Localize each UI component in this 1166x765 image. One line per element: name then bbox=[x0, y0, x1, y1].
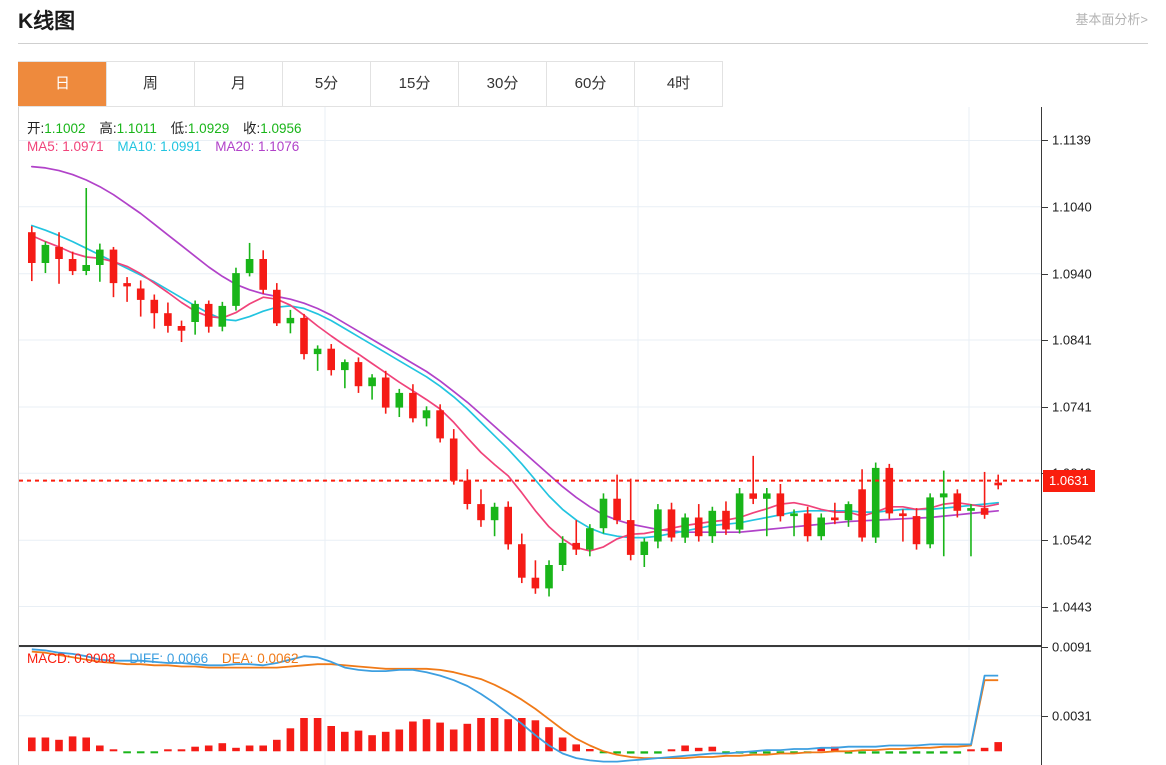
current-price-tag: 1.0631 bbox=[1043, 469, 1095, 492]
page-title: K线图 bbox=[18, 10, 76, 33]
timeframe-tab-5[interactable]: 30分 bbox=[458, 62, 546, 106]
price-axis-tick-label: 1.0741 bbox=[1052, 399, 1092, 415]
page-header: K线图 基本面分析> bbox=[0, 0, 1166, 44]
macd-axis-tick-mark bbox=[1042, 715, 1048, 717]
panel-divider bbox=[19, 645, 1041, 647]
chart-frame: 开:1.1002 高:1.1011 低:1.0929 收:1.0956 MA5:… bbox=[18, 107, 1148, 765]
timeframe-tab-7[interactable]: 4时 bbox=[634, 62, 722, 106]
price-axis-tick-label: 1.0542 bbox=[1052, 532, 1092, 548]
axis-tick-mark bbox=[1042, 140, 1048, 142]
price-axis-tick-label: 1.1040 bbox=[1052, 199, 1092, 215]
timeframe-tab-2[interactable]: 月 bbox=[194, 62, 282, 106]
axis-tick-mark bbox=[1042, 606, 1048, 608]
axis-tick-mark bbox=[1042, 273, 1048, 275]
price-axis-tick-label: 1.0443 bbox=[1052, 599, 1092, 615]
price-axis-tick-label: 1.0940 bbox=[1052, 266, 1092, 282]
axis-tick-mark bbox=[1042, 406, 1048, 408]
timeframe-tab-3[interactable]: 5分 bbox=[282, 62, 370, 106]
axis-tick-mark bbox=[1042, 206, 1048, 208]
axis-tick-mark bbox=[1042, 540, 1048, 542]
header-divider bbox=[18, 43, 1148, 44]
macd-axis-tick-mark bbox=[1042, 647, 1048, 648]
price-axis-tick-label: 1.0841 bbox=[1052, 332, 1092, 348]
timeframe-tab-4[interactable]: 15分 bbox=[370, 62, 458, 106]
price-axis-tick-label: 1.1139 bbox=[1052, 132, 1091, 148]
timeframe-tab-bar: 日周月 5分 15分 30分 60分 4时 bbox=[18, 61, 723, 107]
macd-plot-area[interactable]: MACD: 0.0008 DIFF: 0.0066 DEA: 0.0062 bbox=[19, 647, 1041, 765]
timeframe-tab-0[interactable]: 日 bbox=[18, 62, 106, 106]
timeframe-tab-6[interactable]: 60分 bbox=[546, 62, 634, 106]
macd-axis-tick-label: 0.0031 bbox=[1052, 708, 1092, 724]
price-plot-area[interactable]: 开:1.1002 高:1.1011 低:1.0929 收:1.0956 MA5:… bbox=[19, 107, 1041, 640]
fundamental-analysis-link[interactable]: 基本面分析> bbox=[1075, 12, 1148, 27]
axis-tick-mark bbox=[1042, 340, 1048, 342]
timeframe-tab-1[interactable]: 周 bbox=[106, 62, 194, 106]
price-axis: 1.11391.10401.09401.08411.07411.06421.05… bbox=[1041, 107, 1148, 765]
macd-axis-tick-label: 0.0091 bbox=[1052, 639, 1092, 655]
